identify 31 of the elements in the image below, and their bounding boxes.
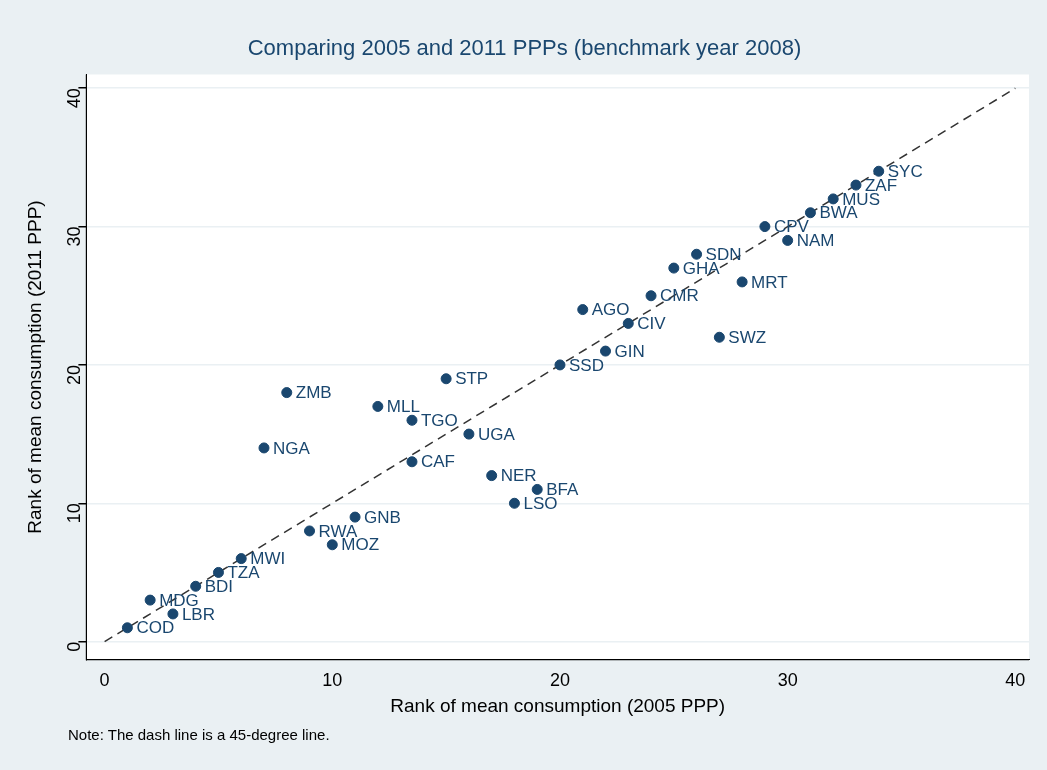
x-tick-label: 0 xyxy=(99,670,110,691)
x-tick-label: 20 xyxy=(549,670,570,691)
annotation: CAF xyxy=(420,452,455,472)
annotation: NER xyxy=(500,466,537,486)
annotation: COD xyxy=(136,618,175,638)
annotation: ZMB xyxy=(295,383,332,403)
annotation: TGO xyxy=(420,410,458,430)
annotation: NGA xyxy=(272,438,311,458)
annotation: CIV xyxy=(637,314,667,334)
annotation: SWZ xyxy=(728,327,767,347)
x-axis-title: Rank of mean consumption (2005 PPP) xyxy=(390,694,726,716)
annotation: SSD xyxy=(568,355,604,375)
y-tick-label: 40 xyxy=(64,88,85,109)
annotation: AGO xyxy=(591,300,630,320)
annotation: CMR xyxy=(660,286,699,306)
text: Note: The dash line is a 45-degree line. xyxy=(68,726,330,743)
annotation: MRT xyxy=(751,272,788,292)
x-tick-label: 40 xyxy=(1005,670,1026,691)
x-tick-label: 10 xyxy=(322,670,343,691)
annotation: GIN xyxy=(614,341,645,361)
annotation: UGA xyxy=(477,424,516,444)
y-tick-label: 0 xyxy=(64,641,85,652)
annotation: STP xyxy=(455,369,489,389)
chart-title: Comparing 2005 and 2011 PPPs (benchmark year 2008) xyxy=(247,35,802,61)
annotation: GNB xyxy=(364,507,401,527)
y-tick-label: 20 xyxy=(64,364,85,385)
y-axis-title: Rank of mean consumption (2011 PPP) xyxy=(23,200,45,534)
annotation: MLL xyxy=(386,397,420,417)
y-tick-label: 10 xyxy=(64,503,85,524)
x-tick-label: 30 xyxy=(777,670,798,691)
y-tick-label: 30 xyxy=(64,226,85,247)
